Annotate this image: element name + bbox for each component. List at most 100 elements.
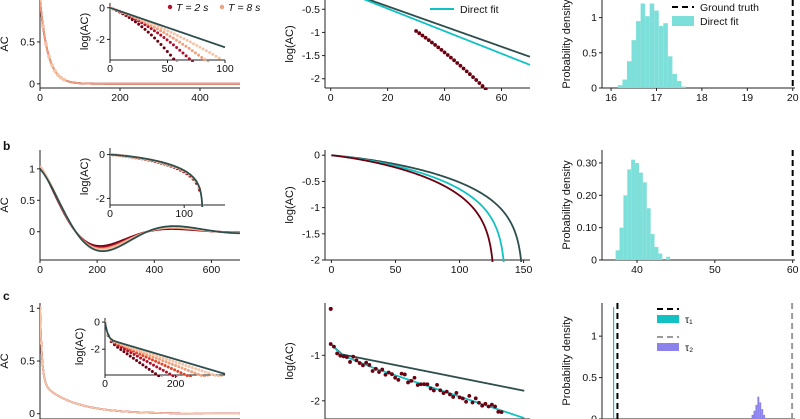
- c-left-inset-data-point: [190, 366, 194, 370]
- c-left-inset-data-point: [164, 370, 168, 374]
- c-left-data-point: [40, 306, 42, 311]
- c-left-inset-x-tick-label: 0: [102, 378, 108, 390]
- c-mid-data-point: [415, 383, 420, 387]
- a-mid-data-point: [487, 90, 491, 94]
- a-left-series-line: [40, 0, 240, 85]
- c-mid-data-point: [473, 396, 478, 401]
- b-right-x-tick-label: 60: [787, 264, 799, 276]
- a-left-inset-data-point: [179, 35, 183, 39]
- chart-a-mid: 0 20 40 60 -0.5 -1 -1.5 -2 log(AC) Direct fit: [284, 0, 531, 104]
- a-left-inset-data-point: [152, 29, 156, 33]
- c-left-inset-data-point: [200, 369, 204, 373]
- c-mid-y-label: log(AC): [284, 342, 296, 379]
- a-left-y-tick-label: 0.5: [20, 36, 35, 48]
- a-left-inset-data-point: [175, 61, 179, 62]
- c-mid-data-point: [496, 409, 501, 414]
- c-right-histogram-bar-tau2: [755, 404, 758, 419]
- a-left-inset-data-point: [200, 55, 204, 59]
- a-mid-data-point: [452, 58, 456, 63]
- c-mid-data-point: [373, 366, 378, 371]
- a-left-data-point: [44, 42, 48, 47]
- c-left-inset-data-point: [183, 367, 187, 371]
- a-left-inset-data-point: [198, 45, 202, 49]
- a-left-inset-data-point: [192, 42, 196, 46]
- c-mid-data-point: [409, 378, 414, 383]
- a-left-x-tick-label: 400: [191, 92, 209, 104]
- b-right-y-tick-label: 0: [591, 255, 597, 267]
- c-mid-data-point: [370, 369, 375, 373]
- c-left-inset-data-point: [196, 372, 200, 376]
- a-left-data-point: [41, 24, 45, 29]
- b-right-histogram-bar: [666, 256, 671, 260]
- a-left-inset-data-point: [203, 58, 207, 62]
- c-right-histogram-bar-tau2: [761, 409, 764, 419]
- a-left-inset-legend-marker: [167, 4, 173, 10]
- c-mid-data-point: [344, 355, 349, 360]
- c-left-inset-data-point: [160, 362, 164, 366]
- c-left-inset-data-point: [190, 370, 194, 374]
- a-left-inset-data-point: [171, 36, 175, 40]
- c-right-y-label: Probability density: [561, 316, 573, 406]
- c-left-inset-data-point: [161, 356, 165, 360]
- b-mid-y-tick-label: 0: [314, 150, 320, 162]
- a-right-y-tick-label: 0.5: [582, 47, 597, 59]
- c-left-inset-data-point: [181, 362, 185, 366]
- a-mid-data-point: [445, 53, 450, 57]
- chart-c-right: 0 0.5 1 Probability density τ₁ τ₂: [561, 303, 795, 419]
- c-left-inset-data-point: [147, 356, 151, 360]
- b-right-y-label: Probability density: [561, 160, 573, 250]
- b-right-y-tick-label: 0.10: [577, 222, 598, 234]
- a-left-inset-data-point: [159, 29, 163, 33]
- a-mid-data-point: [439, 47, 444, 52]
- c-left-inset-x-tick-label: 200: [167, 378, 185, 390]
- c-mid-data-point: [460, 396, 465, 401]
- panel-label-b: b: [3, 139, 10, 153]
- a-left-inset-data-point: [187, 46, 191, 50]
- c-right-y-tick-label: 0: [591, 414, 597, 419]
- c-left-inset-data-point: [154, 356, 158, 360]
- c-mid-y-tick-label: -1: [311, 350, 320, 362]
- c-mid-data-point: [412, 375, 417, 380]
- b-right-histogram-bar: [646, 208, 651, 260]
- chart-b-mid: 0 50 100 150 0 -0.5 -1 -1.5 -2 log(AC): [284, 150, 533, 276]
- a-left-inset-data-point: [185, 38, 189, 42]
- a-left-inset-data-point: [184, 44, 188, 48]
- a-right-y-label: Probability density: [561, 0, 573, 89]
- a-right-histogram-bar: [667, 56, 673, 88]
- c-right-y-tick-label: 1: [591, 331, 597, 343]
- c-left-inset-series-line: [105, 321, 226, 375]
- a-left-inset-data-point: [211, 52, 215, 56]
- a-left-inset-data-point: [214, 54, 218, 58]
- c-left-inset-data-point: [152, 363, 156, 367]
- a-right-histogram-bar: [617, 85, 623, 88]
- c-mid-data-point: [464, 399, 468, 404]
- c-right-histogram-bar-tau2: [751, 414, 754, 419]
- c-mid-data-point: [328, 307, 333, 311]
- a-left-y-tick-label: 0: [29, 78, 35, 90]
- c-mid-data-point: [493, 404, 497, 409]
- b-left-inset-x-tick-label: 0: [107, 208, 113, 220]
- a-mid-data-point: [490, 93, 494, 97]
- a-mid-legend-label: Direct fit: [460, 4, 499, 16]
- c-right-histogram-bar-tau2: [757, 396, 760, 419]
- c-left-inset-data-point: [128, 354, 132, 358]
- b-right-histogram-bar: [615, 250, 620, 260]
- c-mid-data-point: [438, 388, 443, 393]
- c-left-inset-data-point: [167, 361, 171, 365]
- c-mid-data-point: [419, 382, 423, 387]
- c-mid-data-point: [364, 360, 369, 365]
- b-mid-series-line: [331, 154, 494, 262]
- b-mid-y-tick-label: -1: [311, 202, 320, 214]
- c-left-inset-data-point: [147, 367, 151, 371]
- a-mid-data-point: [458, 63, 463, 68]
- c-left-inset-data-point: [169, 366, 173, 370]
- c-mid-data-point: [477, 400, 481, 405]
- a-left-y-label: AC: [0, 36, 11, 51]
- c-mid-data-point: [351, 354, 356, 359]
- b-mid-y-tick-label: -1.5: [302, 228, 320, 240]
- a-left-inset-data-point: [156, 39, 160, 43]
- b-right-histogram-bar: [658, 253, 663, 260]
- a-mid-data-point: [480, 84, 485, 88]
